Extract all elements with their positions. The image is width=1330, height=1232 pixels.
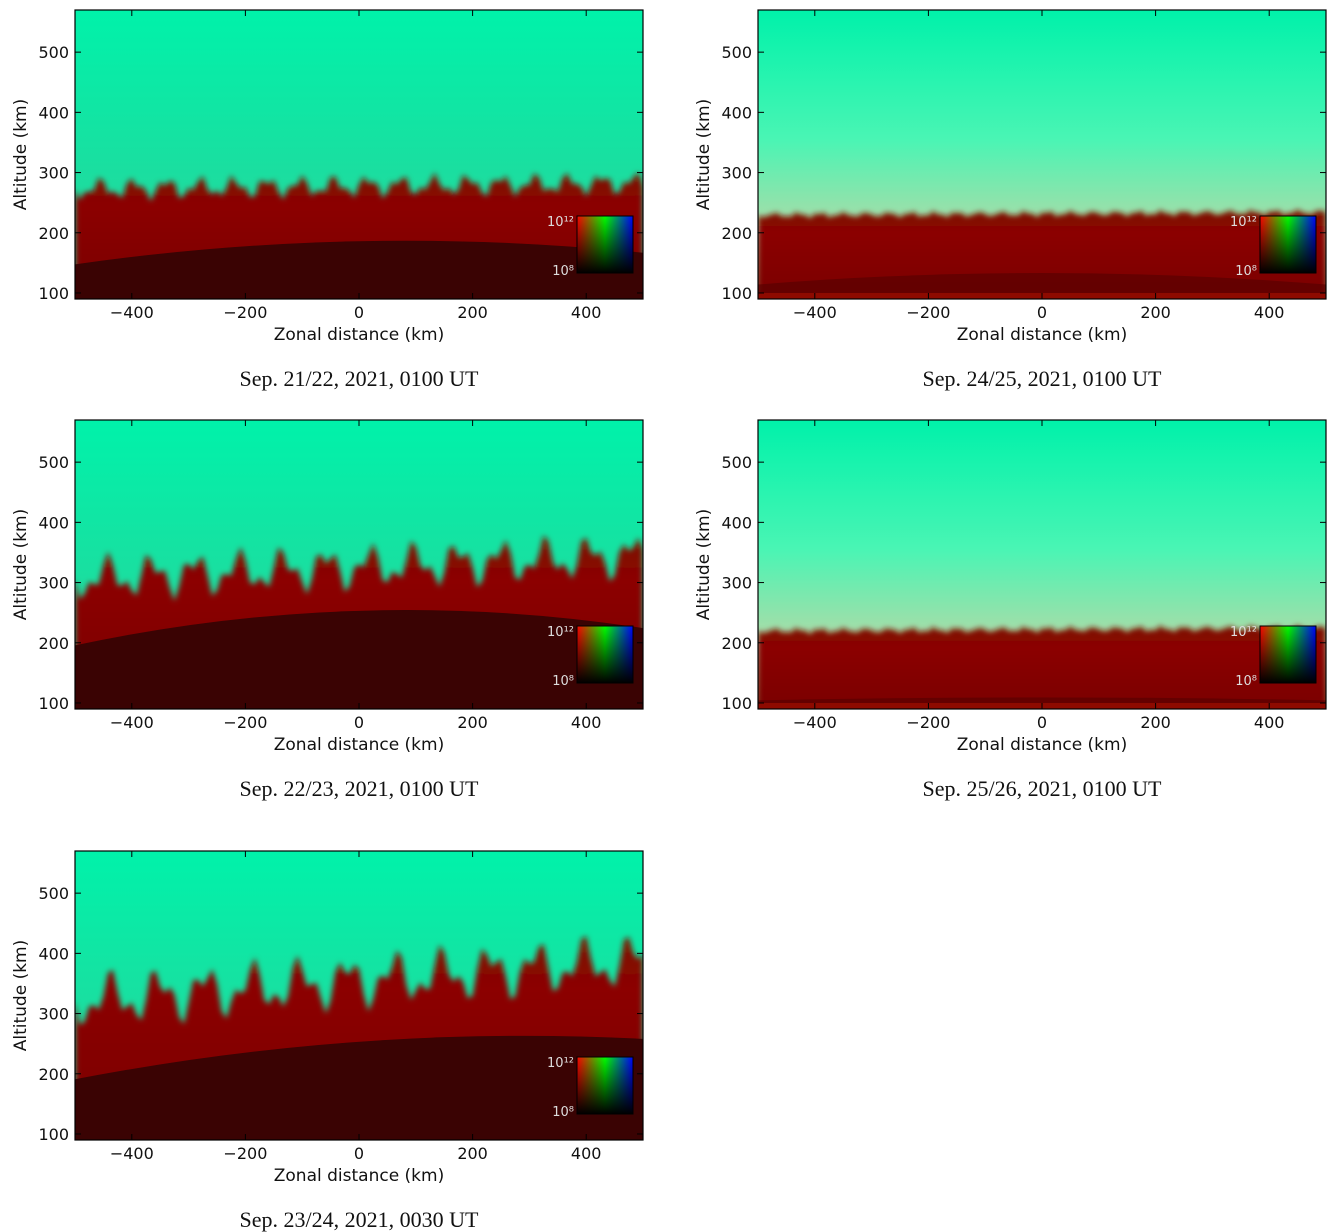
y-tick-label: 400 bbox=[38, 513, 69, 532]
x-tick-label: 0 bbox=[1037, 713, 1047, 732]
panel: −400 −200 0 200 400 100 200 300 400 500 Zonal dist… bbox=[694, 9, 1327, 391]
x-tick-label: −400 bbox=[110, 713, 154, 732]
panel: −400 −200 0 200 400 100 200 300 400 500 Zonal dist… bbox=[11, 419, 644, 801]
density-image bbox=[758, 420, 1326, 709]
y-axis-label: Altitude (km) bbox=[11, 509, 31, 621]
panel: −400 −200 0 200 400 100 200 300 400 500 Zonal dist… bbox=[11, 850, 644, 1232]
colorbar-label: 10¹² bbox=[547, 625, 574, 640]
y-tick-label: 100 bbox=[38, 1125, 69, 1144]
y-tick-label: 500 bbox=[721, 453, 752, 472]
x-axis-label: Zonal distance (km) bbox=[274, 1166, 444, 1186]
colorbar-label: 10⁸ bbox=[552, 674, 574, 689]
y-axis-label: Altitude (km) bbox=[11, 99, 31, 211]
x-tick-label: −200 bbox=[223, 713, 267, 732]
y-tick-label: 400 bbox=[721, 103, 752, 122]
colorbar-label: 10¹² bbox=[547, 1056, 574, 1071]
y-tick-label: 100 bbox=[721, 694, 752, 713]
x-tick-label: −400 bbox=[110, 303, 154, 322]
colorbar-label: 10⁸ bbox=[552, 1105, 574, 1120]
x-axis-label: Zonal distance (km) bbox=[957, 325, 1127, 345]
y-tick-label: 100 bbox=[38, 284, 69, 303]
colorbar-label: 10⁸ bbox=[552, 264, 574, 279]
colorbar-label: 10¹² bbox=[1230, 215, 1257, 230]
density-image bbox=[75, 10, 643, 299]
x-tick-label: 0 bbox=[354, 713, 364, 732]
x-tick-label: 200 bbox=[457, 713, 488, 732]
x-tick-label: −400 bbox=[793, 713, 837, 732]
red-layer bbox=[758, 625, 1326, 709]
y-tick-label: 400 bbox=[38, 103, 69, 122]
y-tick-label: 100 bbox=[721, 284, 752, 303]
x-tick-label: −400 bbox=[793, 303, 837, 322]
y-tick-label: 200 bbox=[721, 224, 752, 243]
caption: Sep. 21/22, 2021, 0100 UT bbox=[240, 366, 480, 391]
x-tick-label: 0 bbox=[354, 1144, 364, 1163]
colorbar-label: 10⁸ bbox=[1235, 264, 1257, 279]
dark-layer bbox=[75, 1035, 643, 1140]
y-tick-label: 500 bbox=[721, 43, 752, 62]
colorbar-shade bbox=[576, 1056, 634, 1115]
y-tick-label: 500 bbox=[38, 43, 69, 62]
colorbar-shade bbox=[576, 625, 634, 684]
y-tick-label: 400 bbox=[38, 944, 69, 963]
dark-layer bbox=[758, 272, 1326, 299]
x-tick-label: 400 bbox=[571, 713, 602, 732]
y-tick-label: 400 bbox=[721, 513, 752, 532]
x-tick-label: 0 bbox=[354, 303, 364, 322]
colorbar-label: 10¹² bbox=[1230, 625, 1257, 640]
y-tick-label: 300 bbox=[38, 164, 69, 183]
x-tick-label: 0 bbox=[1037, 303, 1047, 322]
y-tick-label: 100 bbox=[38, 694, 69, 713]
caption: Sep. 23/24, 2021, 0030 UT bbox=[240, 1207, 480, 1232]
dark-layer bbox=[75, 240, 643, 299]
y-tick-label: 300 bbox=[721, 574, 752, 593]
colorbar-shade bbox=[576, 215, 634, 274]
y-tick-label: 200 bbox=[38, 1065, 69, 1084]
dark-layer bbox=[75, 610, 643, 709]
colorbar-label: 10¹² bbox=[547, 215, 574, 230]
caption: Sep. 24/25, 2021, 0100 UT bbox=[923, 366, 1163, 391]
y-tick-label: 500 bbox=[38, 884, 69, 903]
y-tick-label: 300 bbox=[38, 1005, 69, 1024]
y-tick-label: 300 bbox=[721, 164, 752, 183]
x-tick-label: −200 bbox=[223, 303, 267, 322]
x-axis-label: Zonal distance (km) bbox=[274, 325, 444, 345]
panel: −400 −200 0 200 400 100 200 300 400 500 Zonal dist… bbox=[694, 419, 1327, 801]
colorbar-label: 10⁸ bbox=[1235, 674, 1257, 689]
caption: Sep. 25/26, 2021, 0100 UT bbox=[923, 776, 1163, 801]
y-axis-label: Altitude (km) bbox=[11, 940, 31, 1052]
y-tick-label: 500 bbox=[38, 453, 69, 472]
x-tick-label: −200 bbox=[906, 303, 950, 322]
x-tick-label: 200 bbox=[457, 303, 488, 322]
y-axis-label: Altitude (km) bbox=[694, 99, 714, 211]
density-image bbox=[75, 420, 643, 709]
x-tick-label: 200 bbox=[457, 1144, 488, 1163]
y-tick-label: 300 bbox=[38, 574, 69, 593]
x-tick-label: −400 bbox=[110, 1144, 154, 1163]
density-image bbox=[75, 851, 643, 1140]
x-axis-label: Zonal distance (km) bbox=[957, 735, 1127, 755]
colorbar-shade bbox=[1259, 625, 1317, 684]
y-tick-label: 200 bbox=[38, 634, 69, 653]
x-tick-label: 400 bbox=[1254, 713, 1285, 732]
x-tick-label: 400 bbox=[571, 1144, 602, 1163]
x-tick-label: 400 bbox=[571, 303, 602, 322]
panel: −400 −200 0 200 400 100 200 300 400 500 Zonal dist… bbox=[11, 9, 644, 391]
caption: Sep. 22/23, 2021, 0100 UT bbox=[240, 776, 480, 801]
x-tick-label: −200 bbox=[906, 713, 950, 732]
colorbar-shade bbox=[1259, 215, 1317, 274]
density-image bbox=[758, 10, 1326, 299]
x-tick-label: 200 bbox=[1140, 303, 1171, 322]
x-tick-label: 400 bbox=[1254, 303, 1285, 322]
x-tick-label: −200 bbox=[223, 1144, 267, 1163]
y-axis-label: Altitude (km) bbox=[694, 509, 714, 621]
y-tick-label: 200 bbox=[721, 634, 752, 653]
y-tick-label: 200 bbox=[38, 224, 69, 243]
x-tick-label: 200 bbox=[1140, 713, 1171, 732]
x-axis-label: Zonal distance (km) bbox=[274, 735, 444, 755]
